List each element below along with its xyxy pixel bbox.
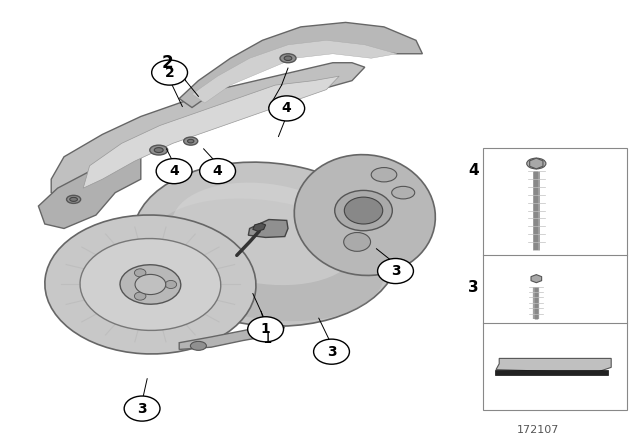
Ellipse shape bbox=[150, 145, 168, 155]
Ellipse shape bbox=[80, 238, 221, 331]
Ellipse shape bbox=[335, 190, 392, 231]
Bar bbox=[495, 370, 608, 375]
Ellipse shape bbox=[154, 147, 163, 152]
Polygon shape bbox=[531, 275, 541, 283]
Circle shape bbox=[269, 96, 305, 121]
Bar bbox=[483, 148, 627, 410]
Circle shape bbox=[152, 60, 188, 85]
Text: 4: 4 bbox=[468, 163, 479, 178]
Ellipse shape bbox=[70, 197, 77, 201]
Polygon shape bbox=[496, 358, 611, 373]
Circle shape bbox=[314, 339, 349, 364]
Ellipse shape bbox=[172, 183, 360, 285]
Text: 172107: 172107 bbox=[516, 425, 559, 435]
Text: 3: 3 bbox=[326, 345, 337, 359]
Text: 2: 2 bbox=[164, 65, 175, 80]
Text: 1: 1 bbox=[260, 322, 271, 336]
Ellipse shape bbox=[392, 186, 415, 199]
Ellipse shape bbox=[67, 195, 81, 203]
Text: 1: 1 bbox=[262, 331, 273, 346]
Ellipse shape bbox=[120, 265, 180, 304]
Circle shape bbox=[124, 396, 160, 421]
Polygon shape bbox=[51, 63, 365, 202]
Ellipse shape bbox=[45, 215, 256, 354]
Ellipse shape bbox=[280, 54, 296, 63]
Ellipse shape bbox=[134, 292, 146, 300]
Ellipse shape bbox=[284, 56, 292, 60]
Ellipse shape bbox=[188, 139, 194, 143]
Text: 4: 4 bbox=[282, 101, 292, 116]
Text: 3: 3 bbox=[137, 401, 147, 416]
Ellipse shape bbox=[133, 162, 398, 326]
Ellipse shape bbox=[165, 280, 177, 289]
Circle shape bbox=[378, 258, 413, 284]
Text: 3: 3 bbox=[468, 280, 479, 295]
Polygon shape bbox=[38, 152, 141, 228]
Ellipse shape bbox=[184, 137, 198, 145]
Polygon shape bbox=[248, 220, 288, 237]
Ellipse shape bbox=[294, 155, 435, 276]
Polygon shape bbox=[253, 223, 266, 231]
Ellipse shape bbox=[134, 269, 146, 277]
Ellipse shape bbox=[147, 198, 384, 321]
Ellipse shape bbox=[344, 197, 383, 224]
Polygon shape bbox=[192, 40, 397, 103]
Polygon shape bbox=[83, 76, 339, 188]
Polygon shape bbox=[530, 158, 543, 169]
Ellipse shape bbox=[371, 168, 397, 182]
Ellipse shape bbox=[344, 233, 371, 251]
Text: 3: 3 bbox=[390, 264, 401, 278]
Ellipse shape bbox=[527, 158, 546, 169]
Circle shape bbox=[200, 159, 236, 184]
Circle shape bbox=[248, 317, 284, 342]
Text: 2: 2 bbox=[162, 54, 173, 72]
Text: 4: 4 bbox=[169, 164, 179, 178]
Circle shape bbox=[156, 159, 192, 184]
Ellipse shape bbox=[191, 341, 206, 350]
Ellipse shape bbox=[135, 274, 166, 295]
Text: 4: 4 bbox=[212, 164, 223, 178]
Polygon shape bbox=[179, 22, 422, 108]
Polygon shape bbox=[179, 325, 285, 349]
